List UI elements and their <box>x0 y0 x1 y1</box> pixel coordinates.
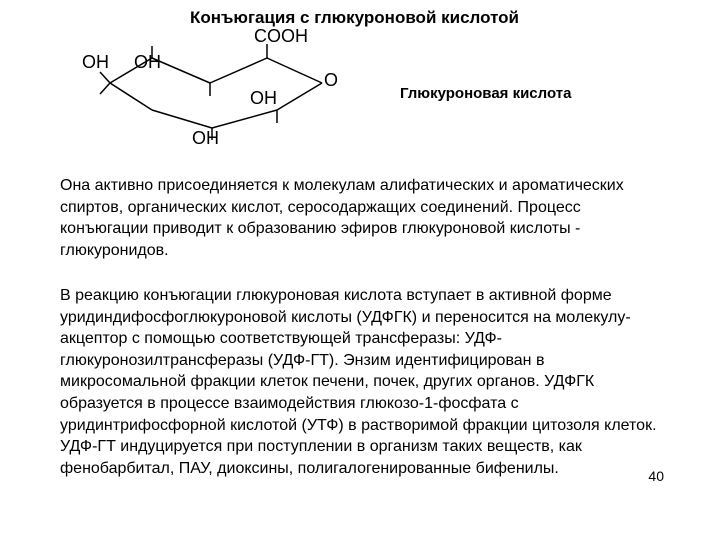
label-oh-topleft: OH <box>134 52 161 73</box>
structure-caption: Глюкуроновая кислота <box>400 85 571 102</box>
label-cooh: COOH <box>254 26 308 47</box>
label-oh-left: OH <box>82 52 109 73</box>
page-number: 40 <box>648 468 664 484</box>
paragraph-1: Она активно присоединяется к молекулам а… <box>60 175 660 261</box>
label-oh-right: OH <box>250 88 277 109</box>
structure-svg <box>92 28 352 158</box>
label-o-ring: O <box>324 70 338 91</box>
slide-title: Конъюгация с глюкуроновой кислотой <box>190 8 519 28</box>
chemical-structure: COOH OH OH OH OH O <box>92 28 352 148</box>
label-oh-bottom: OH <box>192 128 219 149</box>
paragraph-2: В реакцию конъюгации глюкуроновая кислот… <box>60 285 660 479</box>
